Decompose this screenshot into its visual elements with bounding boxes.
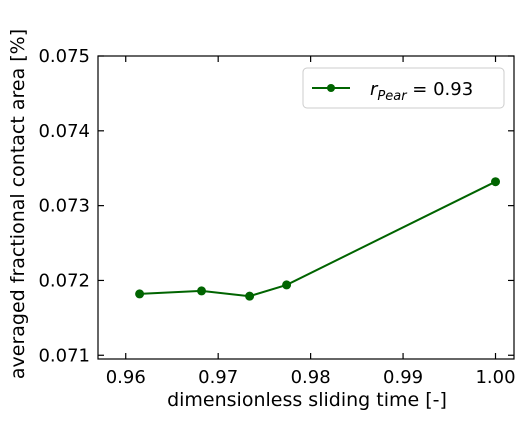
series-layer [135, 177, 501, 301]
x-tick-label: 0.98 [291, 367, 331, 388]
x-tick-label: 0.96 [106, 367, 146, 388]
y-tick-label: 0.074 [38, 121, 90, 142]
data-point [197, 286, 207, 296]
series-line [139, 180, 496, 298]
axes-frame [97, 55, 515, 360]
legend-entry-label: rPear = 0.93 [370, 79, 473, 104]
plot-frame [97, 55, 515, 360]
x-axis-ticks: 0.96 0.97 0.98 0.99 1.00 [106, 56, 516, 388]
y-axis-ticks: 0.071 0.072 0.073 0.074 0.075 [38, 46, 514, 366]
x-tick-label: 0.97 [198, 367, 238, 388]
data-point [135, 289, 145, 299]
x-axis-label: dimensionless sliding time [-] [167, 389, 447, 411]
y-axis-label: averaged fractional contact area [%] [7, 29, 29, 379]
data-point [282, 280, 292, 290]
data-point [491, 177, 501, 187]
y-tick-label: 0.073 [38, 196, 90, 217]
y-tick-label: 0.071 [38, 345, 90, 366]
legend-box [302, 67, 505, 109]
legend: rPear = 0.93 [302, 67, 505, 109]
x-tick-label: 1.00 [475, 367, 515, 388]
x-tick-label: 0.99 [383, 367, 423, 388]
data-point [245, 291, 255, 301]
legend-marker-sample [327, 84, 335, 92]
y-tick-label: 0.075 [38, 46, 90, 67]
y-tick-label: 0.072 [38, 270, 90, 291]
